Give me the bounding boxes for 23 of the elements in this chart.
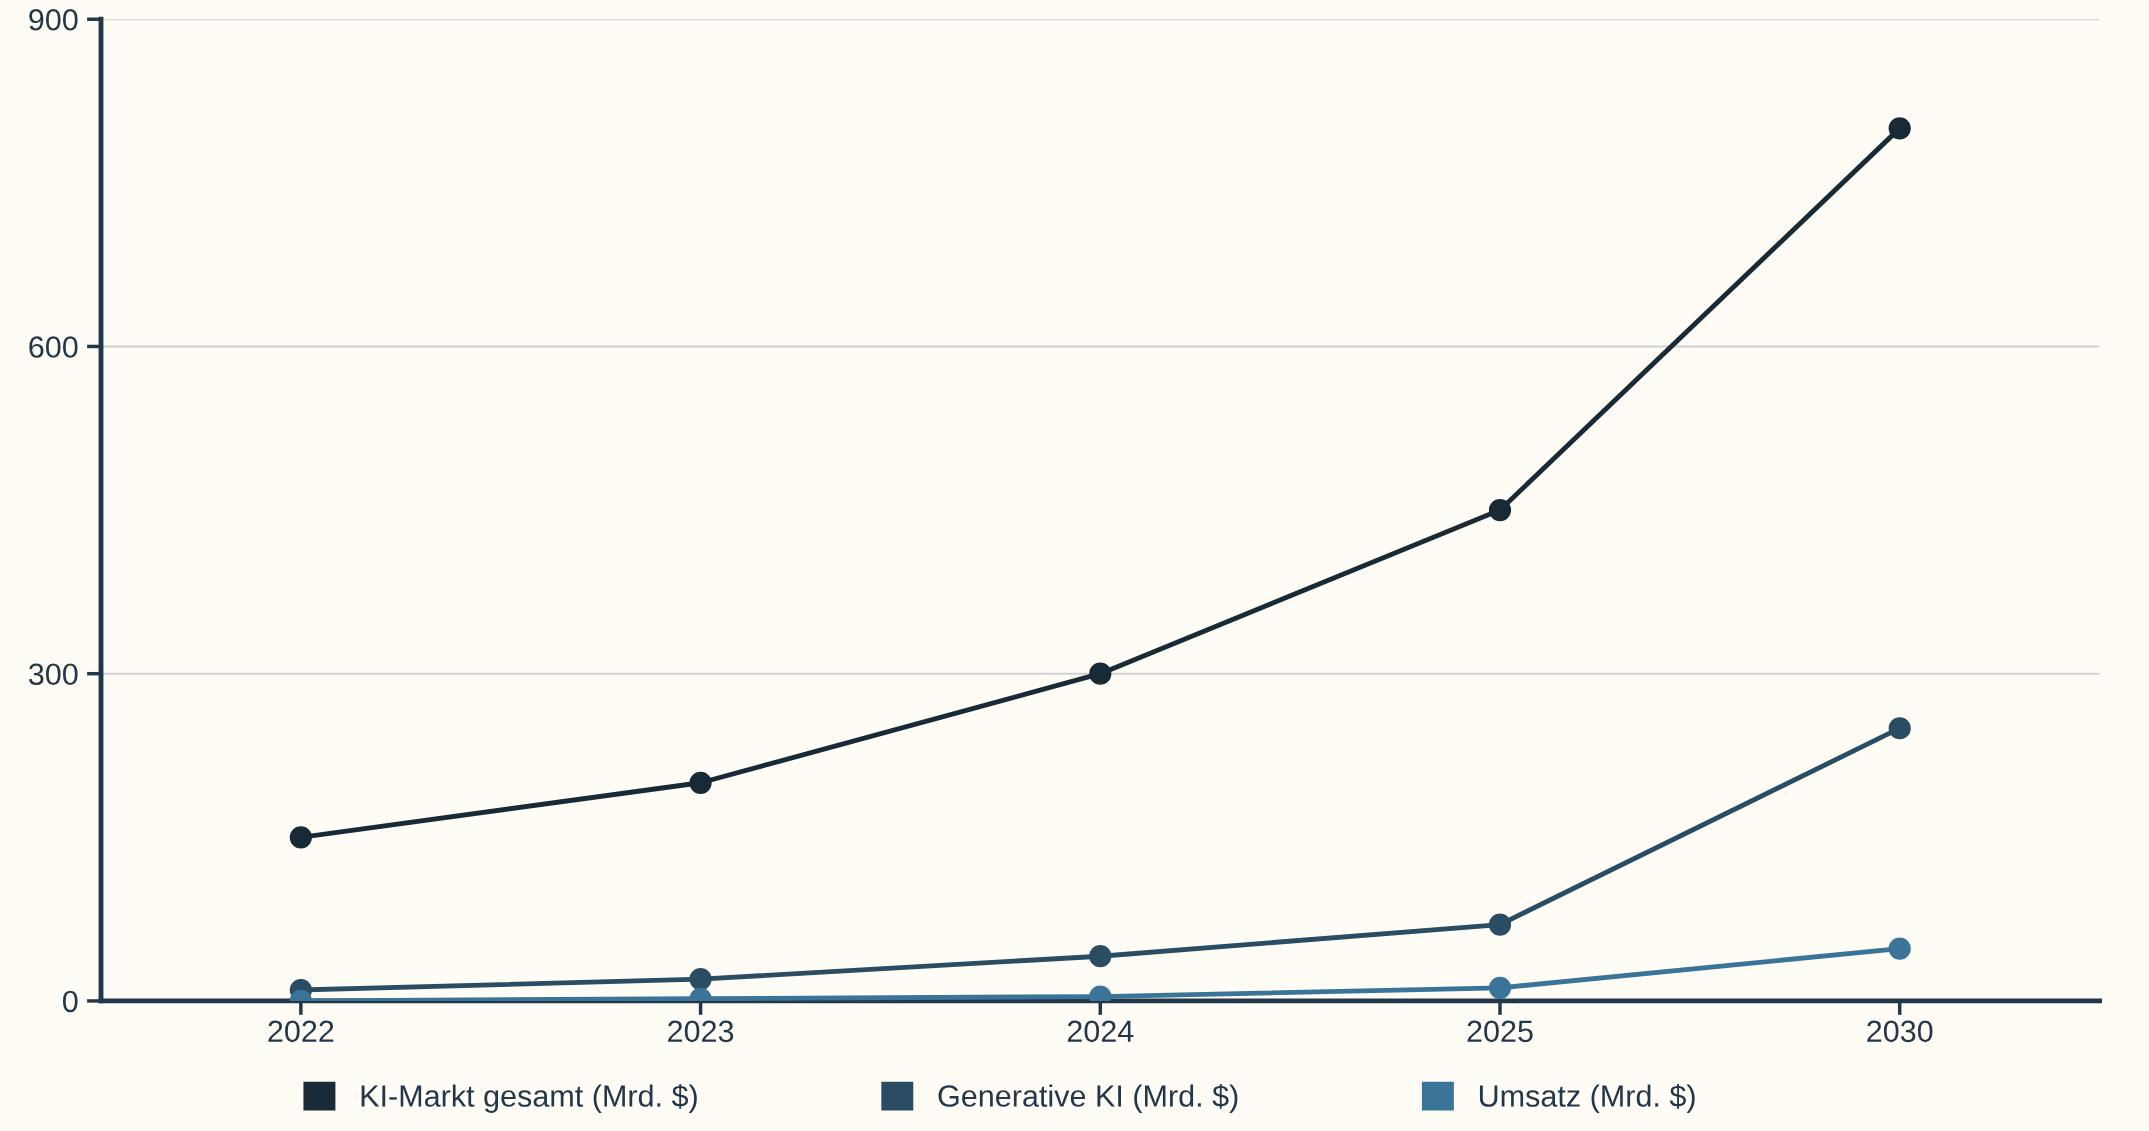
point [1089, 662, 1112, 685]
point [1888, 717, 1911, 740]
legend-label: Umsatz (Mrd. $) [1479, 1083, 1695, 1113]
legend-label: KI-Markt gesamt (Mrd. $) [361, 1083, 697, 1113]
point [1888, 117, 1911, 140]
point [1488, 976, 1512, 999]
point [1888, 937, 1911, 960]
y-tick-label: 0 [62, 990, 78, 1013]
point [1488, 913, 1512, 936]
point [689, 771, 712, 794]
x-tick-label: 2030 [1867, 1020, 1933, 1043]
y-tick-label: 900 [29, 8, 78, 31]
point [289, 826, 312, 849]
x-tick-label: 2025 [1467, 1020, 1533, 1043]
point [1089, 945, 1112, 968]
x-tick-label: 2024 [1067, 1020, 1134, 1043]
point [1488, 498, 1512, 522]
y-tick-label: 600 [29, 336, 78, 358]
legend-label: Generative KI (Mrd. $) [938, 1083, 1238, 1113]
point [689, 968, 712, 991]
y-tick-label: 300 [28, 663, 78, 686]
x-tick-label: 2023 [668, 1020, 734, 1043]
x-tick-label: 2022 [268, 1020, 334, 1043]
